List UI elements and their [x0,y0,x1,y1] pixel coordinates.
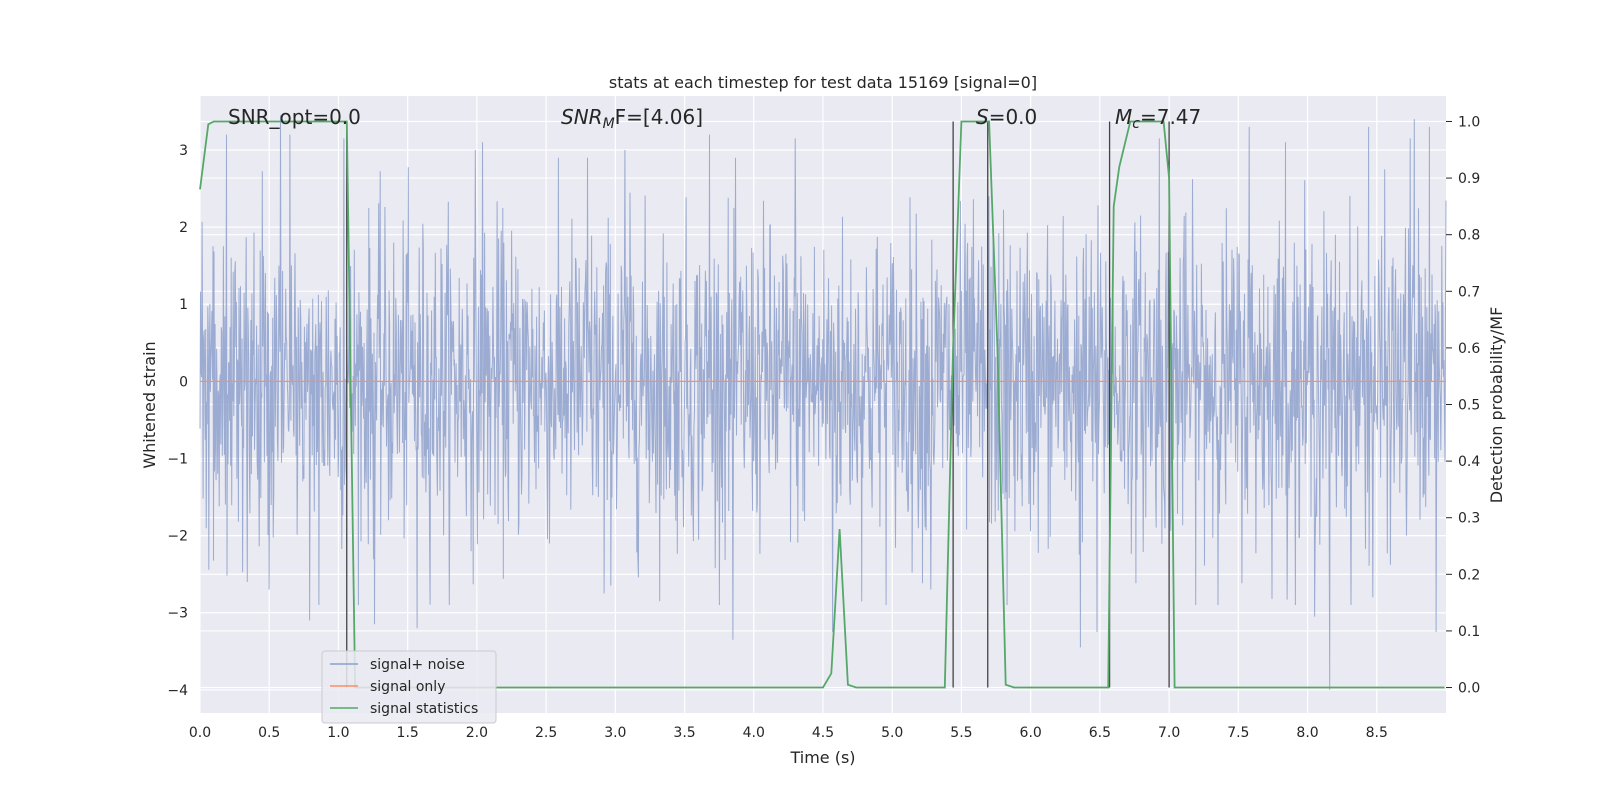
y2-tick-label: 1.0 [1458,114,1480,130]
y2-tick-label: 0.1 [1458,624,1480,640]
y-axis-ticks: 3 2 1 0 −1 −2 −3 −4 [167,143,188,699]
x-tick-label: 7.0 [1158,725,1180,741]
mc-rest: =7.47 [1140,105,1201,129]
legend-label-noise: signal+ noise [370,657,465,673]
x-tick-label: 7.5 [1227,725,1249,741]
y-tick-label: 1 [179,297,188,313]
y2-tick-label: 0.2 [1458,567,1480,583]
y2-axis-ticks: 1.0 0.9 0.8 0.7 0.6 0.5 0.4 0.3 0.2 0.1 0.0 [1446,114,1480,697]
s-rest: =0.0 [989,105,1038,129]
y-tick-label: −2 [167,529,188,545]
x-tick-label: 8.0 [1296,725,1318,741]
x-tick-label: 1.5 [397,725,419,741]
y-tick-label: −3 [167,606,188,622]
x-tick-label: 6.5 [1089,725,1111,741]
x-axis-label: Time (s) [789,748,855,767]
x-tick-label: 5.0 [881,725,903,741]
y-axis-label: Whitened strain [140,341,159,468]
snr-mf-main: SNR [561,105,603,129]
y-tick-label: 3 [179,143,188,159]
snr-mf-rest: F=[4.06] [615,105,703,129]
y2-tick-label: 0.8 [1458,228,1480,244]
y2-tick-label: 0.4 [1458,454,1480,470]
y-tick-label: −4 [167,683,188,699]
x-tick-label: 1.0 [327,725,349,741]
mc-italic: M [1115,105,1132,129]
x-tick-label: 4.0 [743,725,765,741]
mc-annotation: Mc=7.47 [1115,105,1201,132]
snr-mf-annotation: SNRMF=[4.06] [561,105,703,132]
y2-tick-label: 0.6 [1458,341,1480,357]
x-tick-label: 0.5 [258,725,280,741]
mc-sub: c [1132,116,1140,132]
x-tick-label: 3.0 [604,725,626,741]
x-tick-label: 3.5 [673,725,695,741]
legend-label-statistics: signal statistics [370,701,478,717]
legend: signal+ noise signal only signal statist… [321,650,497,724]
x-tick-label: 5.5 [950,725,972,741]
y2-tick-label: 0.3 [1458,511,1480,527]
y2-tick-label: 0.0 [1458,681,1480,697]
y2-axis-label: Detection probability/MF [1487,307,1506,504]
y2-tick-label: 0.7 [1458,284,1480,300]
x-tick-label: 4.5 [812,725,834,741]
x-tick-label: 0.0 [189,725,211,741]
y2-tick-label: 0.9 [1458,171,1480,187]
x-tick-label: 2.5 [535,725,557,741]
y-tick-label: 2 [179,220,188,236]
signal-statistics-series [199,120,1445,689]
x-tick-label: 8.5 [1366,725,1388,741]
s-italic: S [976,105,989,129]
chart-title: stats at each timestep for test data 151… [609,73,1037,92]
x-tick-label: 2.0 [466,725,488,741]
y-tick-label: 0 [179,374,188,390]
legend-label-signal-only: signal only [370,679,445,695]
snr-mf-sub: M [603,116,615,132]
y2-tick-label: 0.5 [1458,398,1480,414]
legend-box [321,650,497,724]
snr-opt-annotation: SNR_opt=0.0 [228,105,361,129]
x-axis-ticks: 0.0 0.5 1.0 1.5 2.0 2.5 3.0 3.5 4.0 4.5 5.0 5.5 6.0 6… [189,725,1388,741]
x-tick-label: 6.0 [1020,725,1042,741]
y-tick-label: −1 [167,451,188,467]
s-annotation: S=0.0 [976,105,1037,129]
